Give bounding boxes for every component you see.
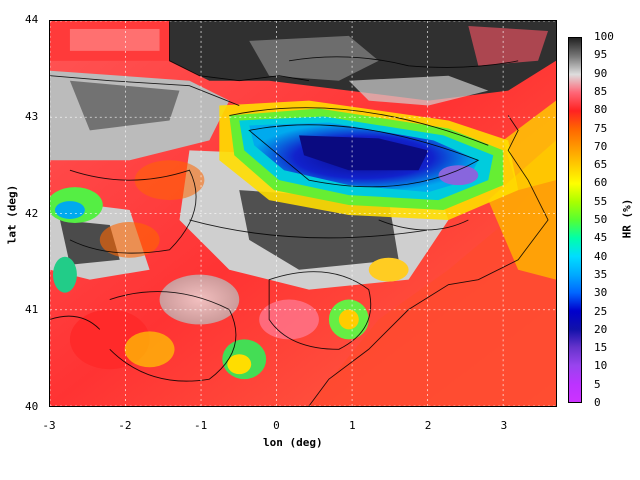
colorbar-tick-label: 60 — [594, 176, 608, 190]
colorbar-tick-label: 0 — [594, 396, 601, 409]
colorbar-tick-label: 15 — [594, 341, 608, 355]
colorbar-tick-label: 10 — [594, 359, 608, 373]
colorbar-tick-label: 20 — [594, 322, 608, 336]
humidity-field — [50, 21, 556, 406]
colorbar-tick-label: 5 — [594, 377, 601, 391]
x-tick-label: 0 — [273, 419, 280, 432]
colorbar-tick-label: 75 — [594, 121, 608, 135]
y-tick-label: 43 — [25, 109, 39, 123]
x-tick-label: -1 — [194, 419, 208, 432]
y-tick-label: 42 — [25, 206, 39, 220]
y-tick-label: 41 — [25, 303, 39, 317]
colorbar-tick-label: 85 — [594, 84, 608, 98]
x-tick-label: -2 — [118, 419, 132, 432]
colorbar-tick-label: 95 — [594, 48, 608, 62]
colorbar-tick-label: 35 — [594, 267, 608, 281]
colorbar-tick-label: 30 — [594, 286, 608, 300]
y-axis-label: lat (deg) — [5, 184, 19, 245]
colorbar-tick-label: 100 — [594, 30, 614, 43]
colorbar-label: HR (%) — [620, 198, 634, 239]
x-tick-label: 1 — [348, 419, 356, 432]
colorbar — [568, 37, 582, 403]
colorbar-tick-label: 45 — [594, 231, 608, 245]
x-axis-label: lon (deg) — [263, 436, 323, 449]
colorbar-tick-label: 50 — [594, 213, 608, 226]
colorbar-tick-label: 65 — [594, 158, 608, 172]
colorbar-tick-label: 70 — [594, 139, 608, 153]
colorbar-tick-label: 25 — [594, 304, 608, 318]
x-tick-label: 2 — [424, 419, 432, 432]
colorbar-tick-label: 80 — [594, 103, 608, 117]
map-plot-area — [49, 20, 557, 407]
colorbar-tick-label: 55 — [594, 194, 608, 208]
colorbar-tick-label: 90 — [594, 66, 608, 80]
y-tick-label: 40 — [25, 400, 39, 413]
x-tick-label: -3 — [42, 419, 56, 432]
colorbar-tick-label: 40 — [594, 249, 608, 263]
y-tick-label: 44 — [25, 13, 39, 26]
x-tick-label: 3 — [500, 419, 508, 432]
